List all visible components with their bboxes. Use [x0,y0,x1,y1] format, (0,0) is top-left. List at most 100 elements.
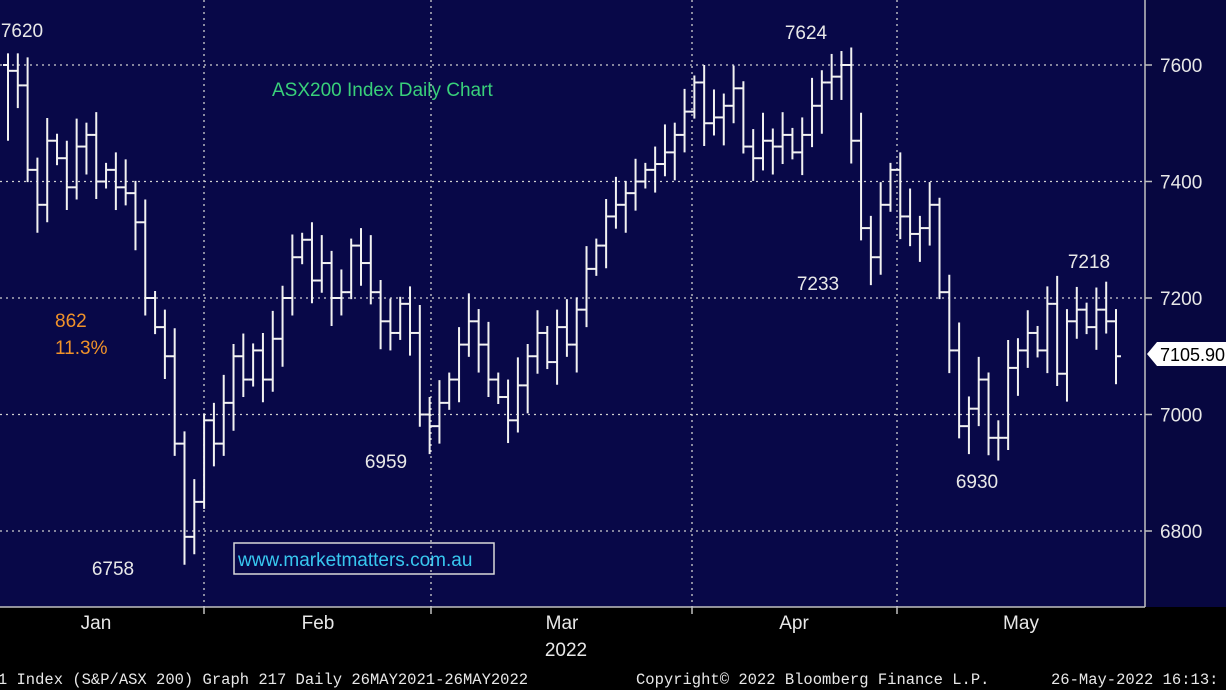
ohlc-bar [503,379,514,444]
footer-left: AS51 Index (S&P/ASX 200) Graph 217 Daily… [0,671,528,689]
ohlc-bar [346,238,357,300]
ohlc-bar [787,127,798,160]
last-price-label: 7105.90 [1160,345,1225,365]
ohlc-bar [71,118,82,200]
ohlc-bar [1022,310,1033,368]
price-bars [3,47,1121,565]
ohlc-bar [189,479,200,555]
price-annotation: 7620 [1,21,43,42]
ohlc-bar [924,182,935,246]
ohlc-bar [885,162,896,212]
y-tick-label: 6800 [1160,522,1202,543]
price-annotation: 7218 [1068,252,1110,273]
ohlc-bar [32,157,43,233]
ohlc-bar [405,286,416,356]
axis-background [1145,0,1226,607]
ohlc-bar [630,158,641,211]
ohlc-bar [993,420,1004,461]
ohlc-bar [395,296,406,340]
price-annotation: 6758 [92,559,134,580]
ohlc-bar [973,356,984,427]
footer-background [0,607,1226,690]
ohlc-bar [493,372,504,405]
ohlc-bar [365,235,376,305]
y-tick-labels: 6800 7000 7200 7400 7600 [1145,56,1202,543]
ohlc-bar [238,333,249,398]
ohlc-bar [336,269,347,316]
price-annotation: 6959 [365,452,407,473]
ohlc-bar [954,322,965,439]
ohlc-bar [1003,339,1014,451]
website-link[interactable]: www.marketmatters.com.au [237,550,472,571]
ohlc-bar [159,309,170,379]
ohlc-bar [228,344,239,431]
ohlc-bar [1061,309,1072,402]
ohlc-bar [316,235,327,293]
ohlc-bar [483,321,494,398]
ohlc-bar [934,197,945,300]
y-tick-label: 7200 [1160,289,1202,310]
ohlc-bar [130,180,141,251]
ohlc-bar [179,431,190,565]
ohlc-bar [385,298,396,351]
ohlc-bar [846,47,857,164]
ohlc-bar [699,65,710,146]
ohlc-bar [218,374,229,456]
ohlc-bar [689,75,700,119]
ohlc-bar [571,297,582,373]
ohlc-bar [512,357,523,433]
month-label: May [1003,613,1039,634]
ohlc-bar [22,57,33,183]
ohlc-bar [326,250,337,326]
ohlc-bar [807,77,818,148]
ohlc-bar [12,53,23,109]
ohlc-bar [875,182,886,275]
month-label: Apr [779,613,809,634]
ohlc-bar [797,117,808,176]
plot-background [0,0,1145,607]
ohlc-bar [277,285,288,367]
ohlc-bar [905,188,916,247]
ohlc-bar [140,199,151,316]
ohlc-bar [1101,281,1112,334]
month-label: Jan [81,613,112,634]
ohlc-bar [52,133,63,166]
footer-right: 26-May-2022 16:13: [1051,671,1218,689]
ohlc-bar [1032,325,1043,358]
ohlc-bar [434,380,445,444]
ohlc-bar [708,89,719,136]
ohlc-bar [650,146,661,193]
y-tick-label: 7400 [1160,173,1202,194]
ohlc-bar [414,304,425,427]
ohlc-bar [267,310,278,392]
ohlc-bar [865,215,876,286]
ohlc-bar [169,328,180,456]
ohlc-bar [522,344,533,414]
ohlc-bar [101,162,112,189]
ohlc-bar [748,129,759,181]
ohlc-bar [620,180,631,233]
ohlc-bar [591,238,602,276]
price-annotations: 7620 6758 6959 7624 7233 6930 7218 [1,21,1110,580]
ohlc-bar [738,81,749,154]
ohlc-bar [1012,338,1023,396]
ohlc-bar [355,228,366,286]
chart-title: ASX200 Index Daily Chart [272,80,493,101]
ohlc-bar [561,299,572,357]
ohlc-bar [963,396,974,455]
ohlc-bar [248,343,259,387]
ohlc-bar [287,234,298,316]
ohlc-bar [856,112,867,241]
ohlc-bar [914,215,925,262]
ohlc-bar [718,93,729,146]
ohlc-bar [816,70,827,134]
ohlc-bar [1042,286,1053,374]
ohlc-bar [150,291,161,335]
ohlc-bar [463,293,474,357]
footer-center: Copyright© 2022 Bloomberg Finance L.P. [636,671,989,689]
ohlc-bar [1091,287,1102,350]
ohlc-bar [61,140,72,211]
year-label: 2022 [545,640,587,661]
y-tick-label: 7600 [1160,56,1202,77]
